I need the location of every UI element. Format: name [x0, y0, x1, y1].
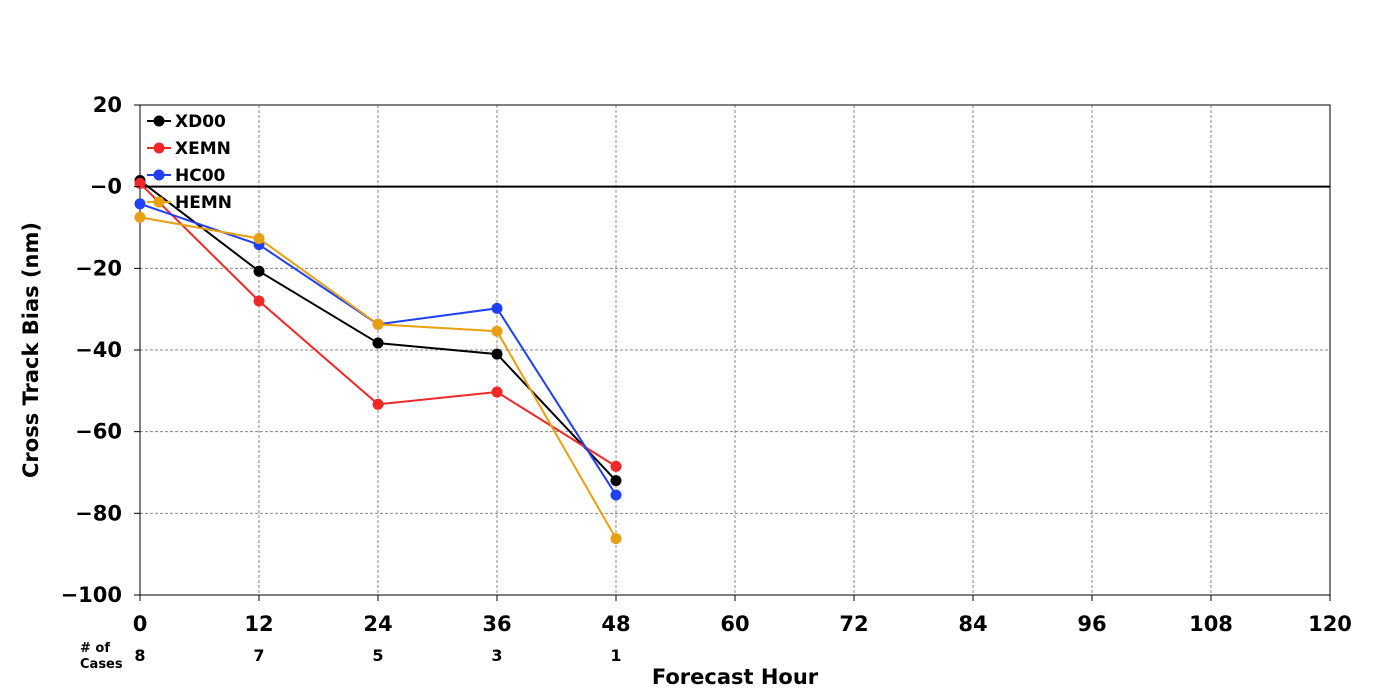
- x-tick-label: 36: [482, 612, 511, 636]
- x-tick-label: 60: [720, 612, 749, 636]
- x-tick-label: 12: [244, 612, 273, 636]
- x-tick-label: 108: [1189, 612, 1233, 636]
- y-tick-label: −40: [75, 338, 122, 362]
- legend-item-hc00: HC00: [147, 166, 226, 186]
- grid-lines: [140, 105, 1330, 595]
- legend-label-hemn: HEMN: [175, 193, 232, 213]
- x-tick-label: 120: [1308, 612, 1352, 636]
- y-tick-label: 20: [93, 93, 122, 117]
- x-tick-label: 96: [1077, 612, 1106, 636]
- data-point-xd00-24: [372, 337, 384, 349]
- y-tick-label: −100: [61, 583, 122, 607]
- cases-title-line-2: Cases: [80, 657, 123, 672]
- x-tick-label: 0: [133, 612, 148, 636]
- case-count-label: 3: [491, 646, 502, 665]
- x-tick-label: 24: [363, 612, 392, 636]
- y-axis-title: Cross Track Bias (nm): [19, 222, 43, 478]
- data-point-xd00-36: [491, 348, 503, 360]
- data-point-hemn-48: [610, 533, 622, 545]
- legend-label-xd00: XD00: [175, 112, 226, 132]
- data-point-hemn-12: [253, 233, 265, 245]
- series-xemn: [134, 177, 622, 472]
- case-count-label: 7: [253, 646, 264, 665]
- series-layer: [134, 175, 622, 545]
- x-tick-label: 48: [601, 612, 630, 636]
- y-tick-label: −20: [75, 256, 122, 280]
- case-count-label: 1: [610, 646, 621, 665]
- cases-title-line-1: # of: [80, 641, 110, 656]
- data-point-xemn-0: [134, 177, 146, 189]
- data-point-hc00-0: [134, 198, 146, 210]
- legend-marker-hemn: [153, 196, 165, 208]
- legend-marker-xemn: [153, 142, 165, 154]
- x-tick-label: 84: [958, 612, 987, 636]
- series-hemn: [134, 211, 622, 545]
- legend-item-xd00: XD00: [147, 112, 226, 132]
- data-point-hc00-48: [610, 489, 622, 501]
- data-point-xd00-48: [610, 475, 622, 487]
- data-point-xemn-24: [372, 398, 384, 410]
- data-point-xemn-12: [253, 295, 265, 307]
- x-axis-title: Forecast Hour: [652, 665, 819, 689]
- y-axis-ticks: 20 −0 −20 −40 −60 −80 −100: [61, 93, 140, 607]
- legend-item-hemn: HEMN: [147, 193, 232, 213]
- legend-label-hc00: HC00: [175, 166, 226, 186]
- data-point-hemn-36: [491, 325, 503, 337]
- x-tick-label: 72: [839, 612, 868, 636]
- x-axis-ticks: 0 12 24 36 48 60 72 84 96 108 120: [133, 595, 1352, 636]
- legend-marker-xd00: [153, 115, 165, 127]
- legend-label-xemn: XEMN: [175, 139, 231, 159]
- y-tick-label: −0: [90, 175, 122, 199]
- data-point-hc00-36: [491, 302, 503, 314]
- data-point-xd00-12: [253, 265, 265, 277]
- data-point-xemn-48: [610, 460, 622, 472]
- y-tick-label: −60: [75, 420, 122, 444]
- legend-item-xemn: XEMN: [147, 139, 231, 159]
- legend-marker-hc00: [153, 169, 165, 181]
- data-point-hemn-24: [372, 318, 384, 330]
- case-count-label: 5: [372, 646, 383, 665]
- y-tick-label: −80: [75, 501, 122, 525]
- data-point-xemn-36: [491, 386, 503, 398]
- data-point-hemn-0: [134, 211, 146, 223]
- legend: XD00 XEMN HC00 HEMN: [147, 112, 232, 213]
- case-count-label: 8: [134, 646, 145, 665]
- case-count-row: # of Cases 8 7 5 3 1: [80, 641, 622, 672]
